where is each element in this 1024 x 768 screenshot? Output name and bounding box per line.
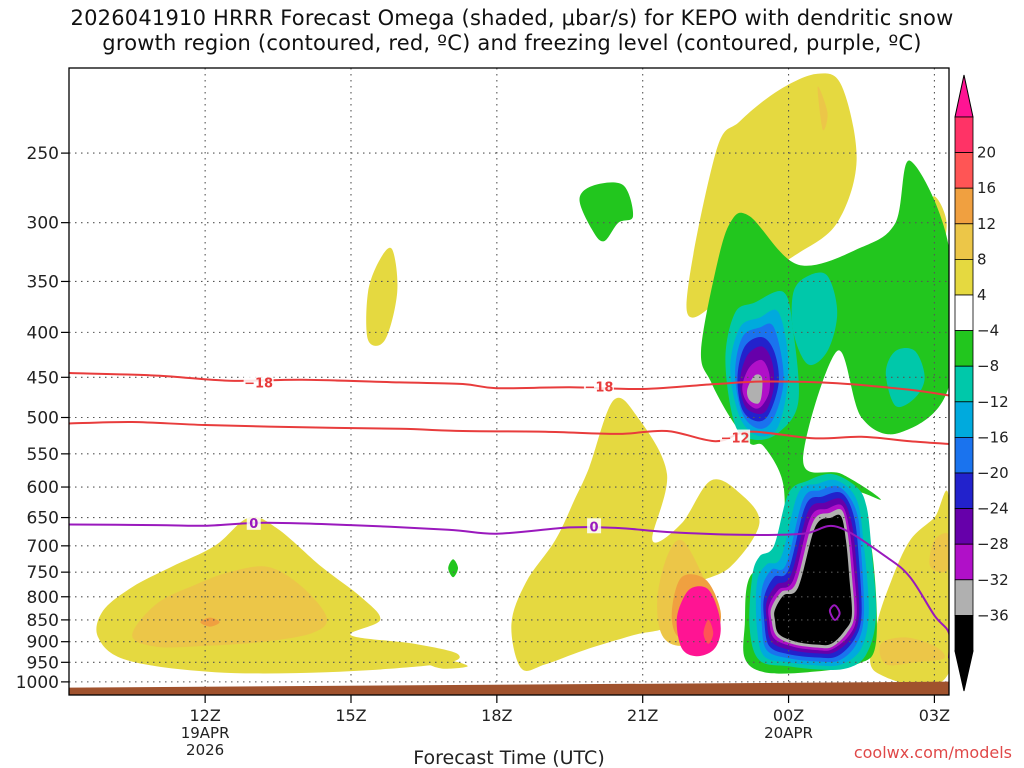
x-tick-label-12Z: 12Z — [189, 706, 220, 725]
y-tick-label-400: 400 — [27, 323, 59, 343]
chart-title: 2026041910 HRRR Forecast Omega (shaded, … — [0, 6, 1024, 56]
axes: 2503003504004505005506006507007508008509… — [16, 144, 950, 759]
contour-label-dendritic-top-0: −18 — [244, 376, 273, 391]
colorbar-label-5: −4 — [977, 322, 999, 340]
contour-label-freezing-level-1: 0 — [590, 520, 599, 535]
y-tick-label-800: 800 — [27, 588, 59, 608]
omega-region-3 — [511, 397, 760, 671]
x-tick-label-21Z: 21Z — [627, 706, 658, 725]
colorbar-swatch-8 — [954, 401, 974, 438]
x-tick-label-15Z: 15Z — [335, 706, 366, 725]
colorbar-label-9: −20 — [977, 464, 1009, 482]
colorbar-swatch-2 — [954, 187, 974, 225]
x-tick-year-12Z: 2026 — [186, 741, 224, 759]
y-tick-label-750: 750 — [27, 563, 59, 583]
colorbar-swatch-7 — [954, 365, 974, 403]
y-tick-label-850: 850 — [27, 611, 59, 631]
colorbar-swatch-3 — [954, 223, 974, 260]
colorbar-swatch-11 — [954, 508, 974, 545]
chart-title-line2: growth region (contoured, red, ºC) and f… — [102, 31, 922, 55]
colorbar-label-7: −12 — [977, 393, 1009, 411]
y-tick-label-1000: 1000 — [16, 673, 59, 693]
colorbar-label-12: −32 — [977, 571, 1009, 589]
colorbar-label-13: −36 — [977, 606, 1009, 624]
grid-lines — [69, 68, 949, 695]
contour-label-dendritic-bottom-0: −12 — [721, 432, 750, 447]
colorbar-swatch-14 — [954, 615, 974, 652]
temperature-contours: −18 −18 −12 0 0 — [69, 372, 949, 659]
y-tick-label-500: 500 — [27, 408, 59, 428]
y-tick-label-950: 950 — [27, 653, 59, 673]
colorbar-label-10: −24 — [977, 500, 1009, 518]
plot-frame — [68, 67, 950, 696]
colorbar-label-8: −16 — [977, 428, 1009, 446]
colorbar-label-6: −8 — [977, 357, 999, 375]
colorbar-label-4: 4 — [977, 286, 987, 304]
colorbar-label-2: 12 — [977, 215, 996, 233]
colorbar: 20 16 12 8 4 −4 −8 −12 −16 −20 −24 −28 −32 −36 — [954, 74, 1009, 692]
colorbar-swatch-10 — [954, 472, 974, 509]
omega-region-1 — [366, 247, 398, 346]
contour-label-bg-dendritic-bottom-0 — [720, 429, 751, 445]
y-tick-label-650: 650 — [27, 509, 59, 529]
y-tick-label-600: 600 — [27, 478, 59, 498]
y-tick-label-300: 300 — [27, 214, 59, 234]
omega-region-6 — [870, 490, 949, 687]
omega-region-19 — [885, 347, 925, 408]
y-tick-label-450: 450 — [27, 368, 59, 388]
contour-label-freezing-level-0: 0 — [249, 517, 258, 532]
x-tick-label-18Z: 18Z — [481, 706, 512, 725]
omega-region-35 — [703, 619, 714, 644]
colorbar-swatch-4 — [954, 258, 974, 296]
colorbar-swatch-5 — [954, 294, 974, 331]
x-tick-date-12Z: 19APR — [181, 724, 230, 742]
omega-region-8 — [817, 86, 828, 131]
x-tick-label-00Z: 00Z — [773, 706, 804, 725]
omega-region-14 — [579, 182, 634, 242]
contour-label-dendritic-top-1: −18 — [584, 381, 613, 396]
omega-region-18 — [791, 272, 838, 366]
ground-surface — [69, 681, 949, 695]
colorbar-swatch-6 — [954, 330, 974, 367]
colorbar-label-3: 8 — [977, 250, 987, 268]
omega-region-11 — [879, 637, 945, 666]
y-tick-label-550: 550 — [27, 445, 59, 465]
colorbar-label-1: 16 — [977, 179, 996, 197]
contour-label-bg-freezing-level-1 — [587, 518, 602, 534]
y-tick-label-700: 700 — [27, 537, 59, 557]
y-tick-label-900: 900 — [27, 633, 59, 653]
omega-region-7 — [132, 566, 327, 648]
x-tick-date-00Z: 20APR — [764, 724, 813, 742]
contour-dendritic-top — [69, 372, 949, 397]
colorbar-label-11: −28 — [977, 535, 1009, 553]
colorbar-swatch-1 — [954, 152, 974, 189]
omega-region-16 — [700, 160, 949, 674]
chart-title-line1: 2026041910 HRRR Forecast Omega (shaded, … — [70, 6, 954, 30]
y-tick-label-350: 350 — [27, 272, 59, 292]
omega-region-2 — [428, 660, 468, 669]
closed-contour-0 — [828, 604, 841, 621]
watermark: coolwx.com/models — [853, 743, 1012, 762]
colorbar-swatch-13 — [954, 579, 974, 616]
colorbar-swatch-12 — [954, 543, 974, 581]
omega-region-33 — [774, 514, 852, 646]
omega-region-12 — [200, 617, 220, 627]
omega-region-15 — [448, 559, 458, 578]
colorbar-top-arrow — [954, 74, 974, 118]
colorbar-bottom-arrow — [954, 650, 974, 692]
colorbar-label-0: 20 — [977, 144, 996, 162]
x-tick-label-03Z: 03Z — [919, 706, 950, 725]
contour-dendritic-bottom — [69, 420, 949, 445]
ground-layer — [69, 681, 949, 695]
contour-label-bg-dendritic-top-0 — [243, 374, 274, 390]
contour-label-bg-dendritic-top-1 — [583, 378, 614, 394]
y-tick-label-250: 250 — [27, 144, 59, 164]
contour-label-bg-freezing-level-0 — [246, 514, 261, 530]
colorbar-swatch-9 — [954, 436, 974, 474]
colorbar-swatch-0 — [954, 116, 974, 153]
x-axis-label: Forecast Time (UTC) — [413, 747, 604, 768]
